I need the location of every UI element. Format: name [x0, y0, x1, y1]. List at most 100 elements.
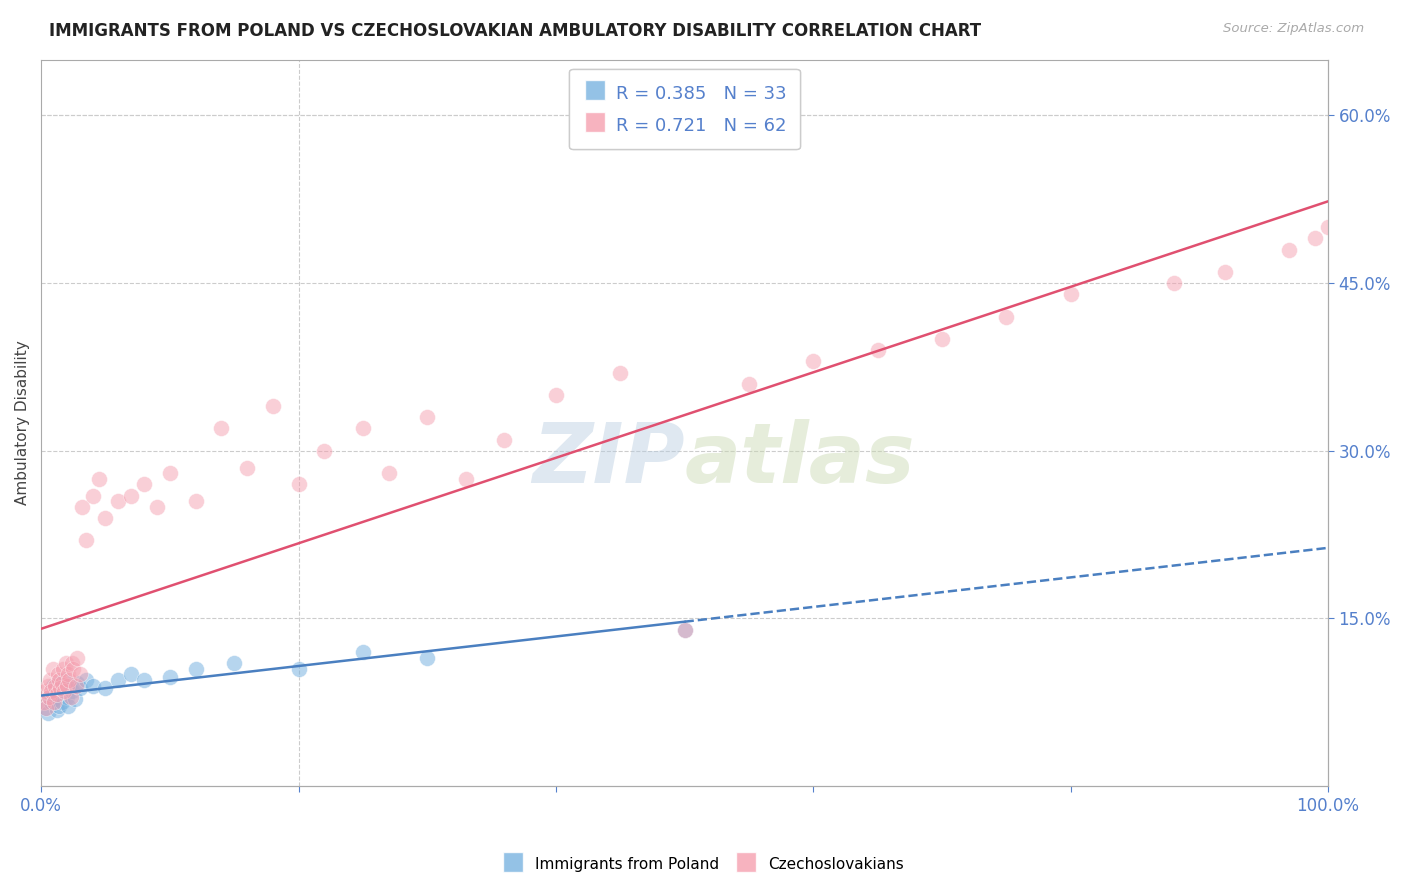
Point: [39, 673, 62, 687]
Point: [45, 703, 67, 717]
Point: [82, 679, 104, 693]
Point: [87, 472, 110, 486]
Point: [609, 366, 631, 380]
Point: [66, 676, 89, 690]
Point: [82, 489, 104, 503]
Point: [801, 354, 824, 368]
Point: [1303, 231, 1326, 245]
Text: Source: ZipAtlas.com: Source: ZipAtlas.com: [1223, 22, 1364, 36]
Point: [159, 670, 181, 684]
Point: [62, 662, 84, 676]
Point: [673, 623, 696, 637]
Point: [55, 656, 77, 670]
Point: [287, 662, 309, 676]
Point: [377, 466, 399, 480]
Point: [262, 399, 284, 413]
Point: [454, 472, 477, 486]
Point: [46, 676, 69, 690]
Point: [224, 656, 246, 670]
Point: [72, 500, 94, 514]
Point: [56, 690, 79, 704]
Text: atlas: atlas: [685, 418, 915, 500]
Point: [120, 489, 142, 503]
Point: [69, 667, 91, 681]
Point: [314, 443, 336, 458]
Point: [146, 500, 169, 514]
Legend: Immigrants from Poland, Czechoslovakians: Immigrants from Poland, Czechoslovakians: [496, 848, 910, 880]
Point: [41, 695, 63, 709]
Point: [60, 656, 83, 670]
Point: [66, 650, 89, 665]
Point: [287, 477, 309, 491]
Point: [107, 673, 129, 687]
Point: [65, 679, 87, 693]
Point: [48, 673, 70, 687]
Point: [37, 706, 59, 721]
Point: [94, 681, 117, 695]
Point: [544, 388, 567, 402]
Point: [866, 343, 889, 358]
Point: [995, 310, 1018, 324]
Point: [1060, 287, 1083, 301]
Point: [132, 477, 155, 491]
Point: [44, 684, 66, 698]
Point: [352, 645, 374, 659]
Point: [56, 679, 79, 693]
Point: [51, 695, 73, 709]
Point: [44, 679, 66, 693]
Point: [63, 692, 86, 706]
Point: [673, 623, 696, 637]
Text: IMMIGRANTS FROM POLAND VS CZECHOSLOVAKIAN AMBULATORY DISABILITY CORRELATION CHAR: IMMIGRANTS FROM POLAND VS CZECHOSLOVAKIA…: [49, 22, 981, 40]
Y-axis label: Ambulatory Disability: Ambulatory Disability: [15, 341, 30, 505]
Point: [32, 695, 55, 709]
Point: [53, 684, 76, 698]
Legend: R = 0.385   N = 33, R = 0.721   N = 62: R = 0.385 N = 33, R = 0.721 N = 62: [569, 69, 800, 149]
Point: [1317, 220, 1340, 235]
Point: [58, 673, 80, 687]
Point: [75, 673, 97, 687]
Point: [416, 650, 439, 665]
Point: [184, 494, 207, 508]
Point: [931, 332, 953, 346]
Point: [69, 681, 91, 695]
Point: [38, 690, 60, 704]
Point: [56, 667, 79, 681]
Point: [60, 684, 83, 698]
Point: [35, 701, 58, 715]
Point: [41, 679, 63, 693]
Point: [48, 698, 70, 713]
Point: [1213, 265, 1236, 279]
Point: [209, 421, 232, 435]
Text: ZIP: ZIP: [531, 418, 685, 500]
Point: [107, 494, 129, 508]
Point: [56, 698, 79, 713]
Point: [37, 679, 59, 693]
Point: [494, 433, 516, 447]
Point: [49, 681, 72, 695]
Point: [41, 684, 63, 698]
Point: [45, 688, 67, 702]
Point: [159, 466, 181, 480]
Point: [42, 695, 65, 709]
Point: [34, 684, 56, 698]
Point: [75, 533, 97, 548]
Point: [738, 376, 761, 391]
Point: [58, 679, 80, 693]
Point: [52, 662, 75, 676]
Point: [184, 662, 207, 676]
Point: [236, 460, 259, 475]
Point: [53, 673, 76, 687]
Point: [416, 410, 439, 425]
Point: [94, 511, 117, 525]
Point: [41, 662, 63, 676]
Point: [51, 676, 73, 690]
Point: [46, 667, 69, 681]
Point: [38, 690, 60, 704]
Point: [352, 421, 374, 435]
Point: [132, 673, 155, 687]
Point: [1278, 243, 1301, 257]
Point: [42, 692, 65, 706]
Point: [34, 701, 56, 715]
Point: [59, 690, 82, 704]
Point: [1163, 276, 1185, 290]
